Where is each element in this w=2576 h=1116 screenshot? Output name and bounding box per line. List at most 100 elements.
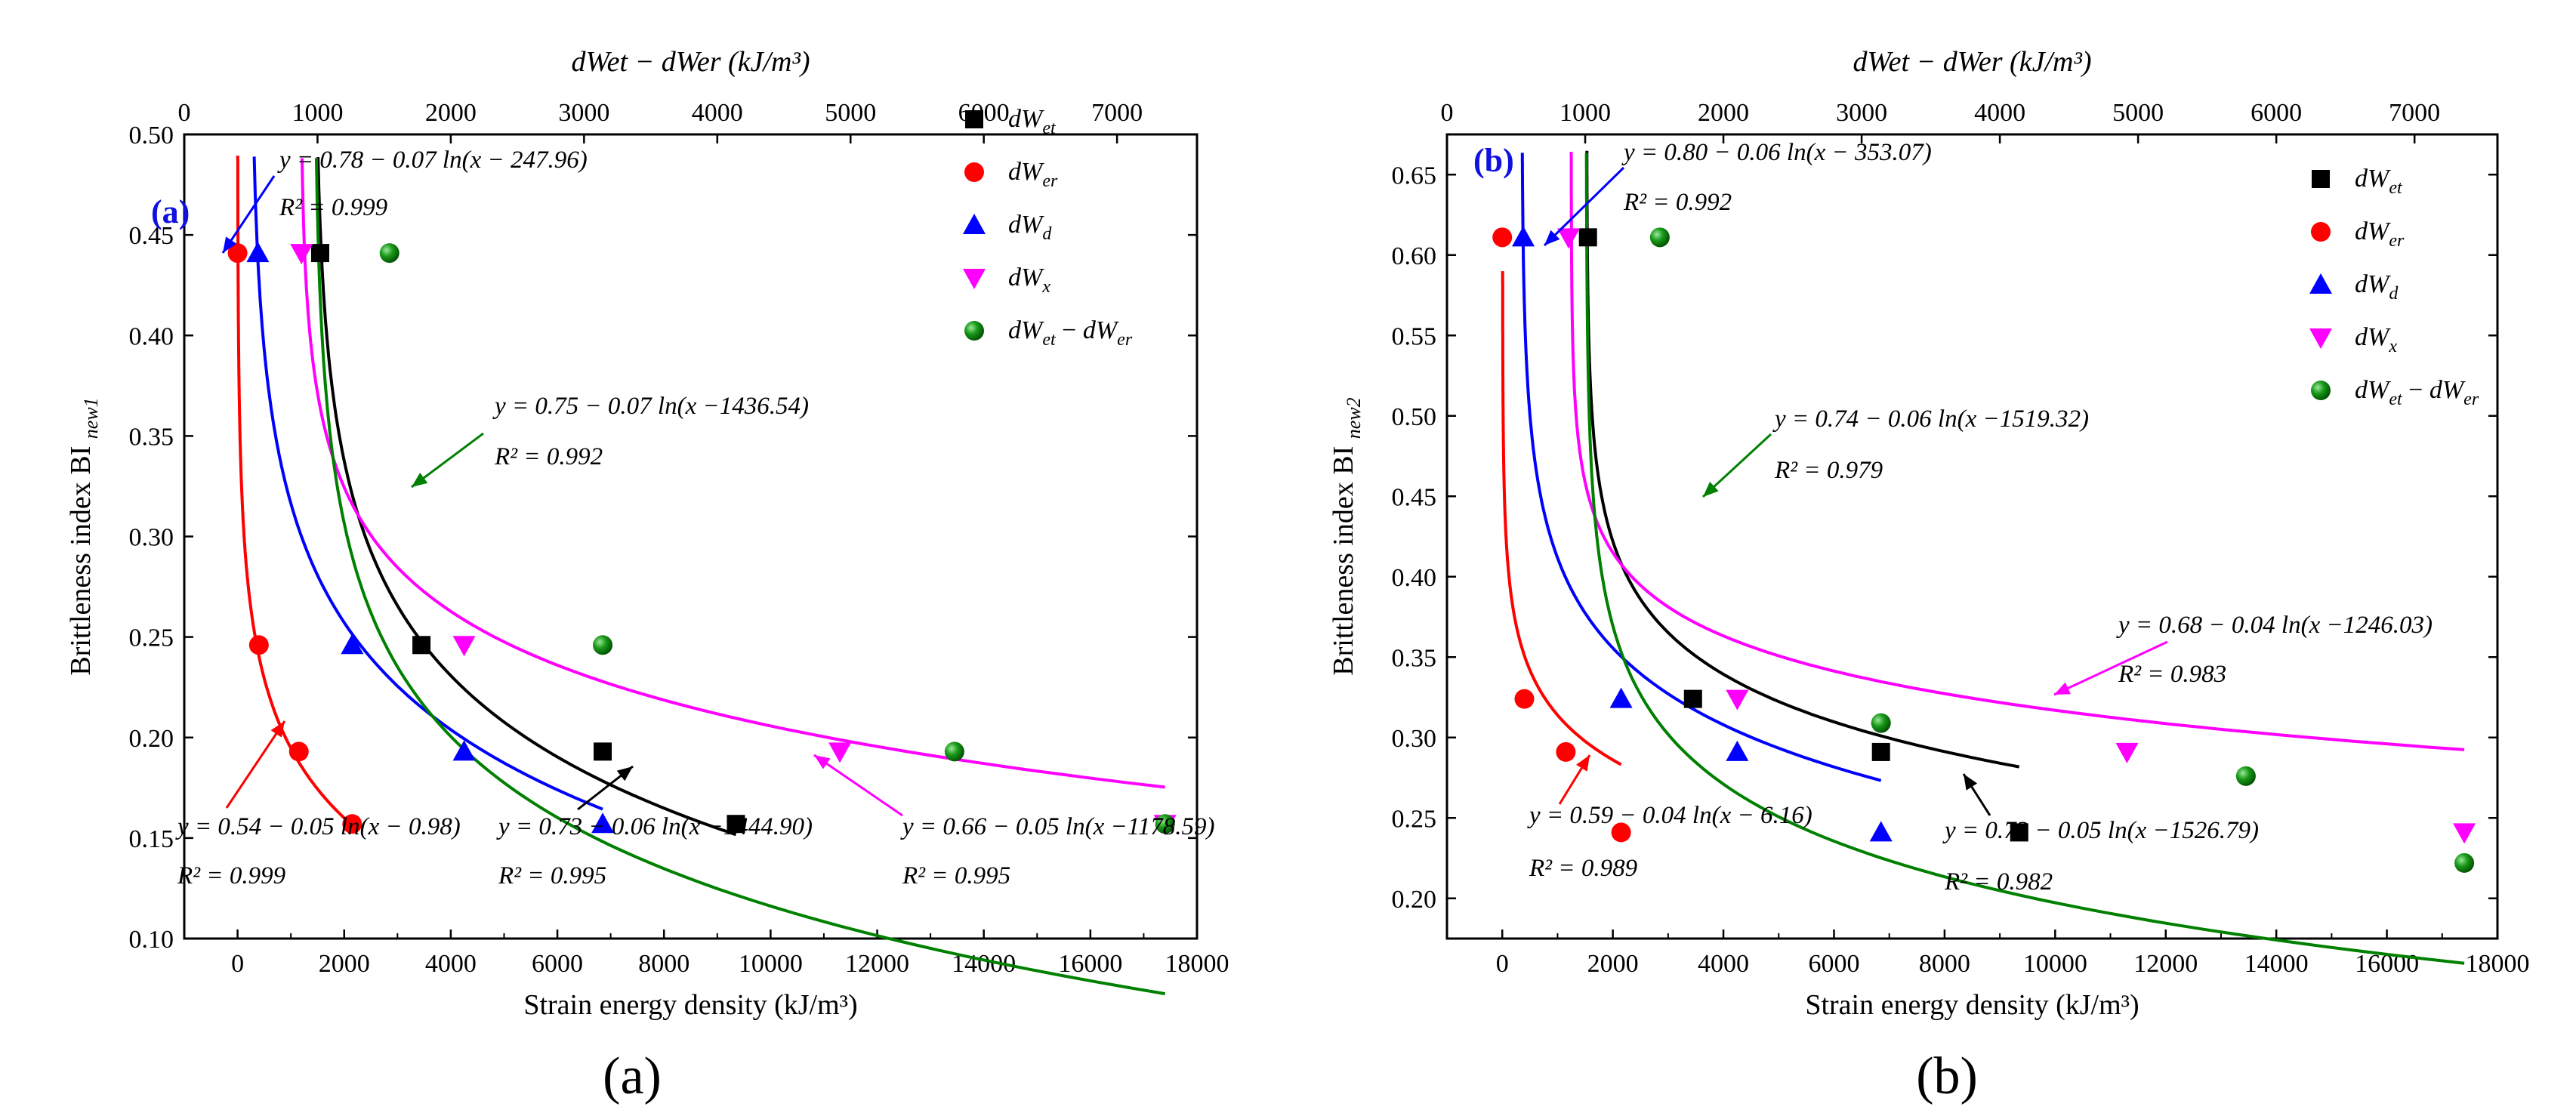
data-point-dWet-dWer (379, 243, 400, 264)
panel-tag: (a) (151, 193, 190, 230)
data-point-dWet (412, 636, 431, 655)
x-tick-label: 2000 (1587, 950, 1639, 978)
data-point-dWd (246, 242, 270, 263)
data-point-dWd (591, 812, 615, 834)
data-point-dWx (290, 244, 313, 265)
y-tick-label: 0.45 (129, 222, 174, 250)
y-tick-label: 0.60 (1392, 242, 1437, 270)
figure-caption: (a) (603, 1047, 662, 1105)
x2-tick-label: 5000 (825, 99, 876, 127)
legend-marker-dWet-dWer (964, 321, 984, 341)
legend-marker-dWet (965, 110, 983, 128)
fit-r2-dWd: R² = 0.992 (1623, 189, 1732, 216)
x2-tick-label: 3000 (1836, 99, 1887, 127)
x-tick-label: 12000 (845, 950, 909, 978)
legend-label-dWer: dWer​ (2355, 217, 2405, 251)
x-tick-label: 12000 (2133, 950, 2198, 978)
data-point-dWet (1578, 228, 1597, 247)
fit-equation-dWet-dWer: y = 0.74 − 0.06 ln(x −1519.32) (1772, 405, 2089, 433)
data-point-dWet-dWer (2235, 766, 2256, 786)
annotation-arrow (2053, 640, 2168, 696)
data-point-dWd (1512, 226, 1535, 247)
annotation-arrowhead (412, 473, 428, 487)
legend-label-dWx: dWx​ (1008, 264, 1050, 297)
data-point-dWet-dWer (1155, 814, 1175, 834)
x-tick-label: 6000 (1808, 950, 1859, 978)
data-point-dWet-dWer (1649, 227, 1670, 248)
data-point-dWet-dWer (944, 741, 964, 762)
data-point-dWer (1514, 689, 1535, 709)
fit-equation-dWet-dWer: y = 0.75 − 0.07 ln(x −1436.54) (492, 393, 809, 420)
x-tick-label: 14000 (2244, 950, 2309, 978)
fit-r2-dWet-dWer: R² = 0.992 (494, 443, 603, 470)
y-tick-label: 0.50 (129, 122, 174, 150)
x2-tick-label: 2000 (425, 99, 477, 127)
x2-axis-title: dWet − dWer (kJ/m³) (572, 46, 810, 78)
data-point-dWer (342, 814, 362, 834)
fit-equation-dWx: y = 0.66 − 0.05 ln(x −1178.59) (900, 813, 1215, 840)
annotation-arrowhead (270, 721, 285, 738)
fit-curve-dWer (236, 156, 353, 827)
data-point-dWet (1683, 689, 1702, 708)
fit-curve-dWx (1569, 152, 2465, 751)
x-axis-title: Strain energy density (kJ/m³) (1805, 989, 2139, 1021)
x2-tick-label: 7000 (2389, 99, 2440, 127)
x2-axis-title: dWet − dWer (kJ/m³) (1853, 46, 2092, 78)
data-point-dWet-dWer (1871, 713, 1891, 733)
y-tick-label: 0.20 (129, 725, 174, 753)
fit-r2-dWer: R² = 0.989 (1529, 855, 1637, 882)
annotation-arrow (813, 754, 903, 817)
annotation-arrow (225, 720, 286, 809)
legend-label-dWd: dWd​ (1008, 211, 1052, 244)
x2-tick-label: 2000 (1698, 99, 1749, 127)
x-tick-label: 4000 (425, 950, 477, 978)
fit-r2-dWet: R² = 0.982 (1944, 868, 2053, 896)
data-point-dWer (227, 243, 248, 264)
chart-panel-a: 0 2000 4000 6000 8000 10000 12000 14000 16000 180… (65, 46, 1229, 1105)
legend-marker-dWx (2309, 328, 2332, 349)
x-tick-label: 6000 (532, 950, 583, 978)
x-tick-label: 16000 (1058, 950, 1122, 978)
x-tick-label: 10000 (739, 950, 803, 978)
y-tick-label: 0.10 (129, 926, 174, 954)
legend-label-dWx: dWx​ (2355, 323, 2397, 356)
x2-tick-label: 7000 (1091, 99, 1143, 127)
legend-marker-dWer (964, 162, 984, 182)
x2-tick-label: 0 (178, 99, 191, 127)
x-tick-label: 8000 (638, 950, 690, 978)
y-tick-label: 0.40 (1392, 564, 1437, 592)
x-tick-label: 0 (231, 950, 244, 978)
data-point-dWx (828, 742, 852, 763)
fit-equation-dWet: y = 0.73 − 0.05 ln(x −1526.79) (1942, 817, 2259, 844)
y-tick-label: 0.30 (1392, 725, 1437, 753)
data-point-dWx (1726, 689, 1749, 711)
legend-label-dWd: dWd​ (2355, 270, 2399, 304)
figure-caption: (b) (1916, 1047, 1978, 1105)
x-tick-label: 10000 (2023, 950, 2087, 978)
data-point-dWx (2453, 823, 2476, 844)
annotation-arrowhead (1544, 230, 1560, 245)
x-tick-label: 18000 (2466, 950, 2530, 978)
fit-curve-dWet-dWer (1584, 153, 2465, 965)
legend-label-dWet-dWer: dWet​ − dWer​ (2355, 376, 2479, 409)
data-point-dWd (1609, 687, 1633, 708)
annotation-arrow (1701, 433, 1772, 498)
x2-tick-label: 6000 (2251, 99, 2302, 127)
annotation-arrowhead (616, 766, 633, 782)
panel-tag: (b) (1473, 142, 1514, 179)
x2-tick-label: 3000 (558, 99, 609, 127)
annotation-arrowhead (2054, 682, 2071, 695)
x-tick-label: 8000 (1919, 950, 1970, 978)
y-tick-label: 0.25 (129, 624, 174, 652)
x-tick-label: 2000 (319, 950, 370, 978)
fit-r2-dWx: R² = 0.983 (2118, 661, 2226, 688)
y-tick-label: 0.20 (1392, 886, 1437, 914)
fit-equation-dWd: y = 0.80 − 0.06 ln(x − 353.07) (1621, 139, 1932, 166)
x-tick-label: 4000 (1698, 950, 1749, 978)
data-point-dWet (1871, 742, 1890, 761)
fit-equation-dWer: y = 0.59 − 0.04 ln(x − 6.16) (1527, 802, 1812, 829)
legend-label-dWet: dWet​ (1008, 105, 1057, 138)
legend-marker-dWet-dWer (2311, 381, 2331, 400)
legend-label-dWer: dWer​ (1008, 158, 1058, 191)
fit-r2-dWx: R² = 0.995 (902, 862, 1010, 889)
